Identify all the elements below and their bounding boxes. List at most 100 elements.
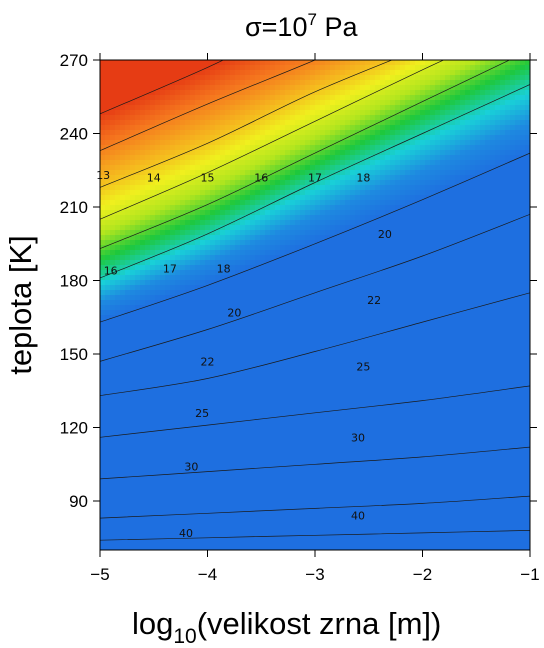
heatmap-cell <box>240 390 246 396</box>
heatmap-cell <box>175 65 181 71</box>
heatmap-cell <box>165 520 171 526</box>
heatmap-cell <box>290 400 296 406</box>
heatmap-cell <box>295 415 301 421</box>
heatmap-cell <box>260 80 266 86</box>
heatmap-cell <box>185 540 191 546</box>
heatmap-cell <box>305 300 311 306</box>
heatmap-cell <box>315 365 321 371</box>
heatmap-cell <box>260 530 266 536</box>
heatmap-cell <box>275 255 281 261</box>
heatmap-cell <box>270 105 276 111</box>
heatmap-cell <box>295 505 301 511</box>
heatmap-cell <box>140 130 146 136</box>
heatmap-cell <box>345 445 351 451</box>
heatmap-cell <box>180 515 186 521</box>
heatmap-cell <box>285 545 291 550</box>
heatmap-cell <box>100 75 106 81</box>
heatmap-cell <box>175 200 181 206</box>
heatmap-cell <box>105 460 111 466</box>
heatmap-cell <box>275 455 281 461</box>
heatmap-cell <box>250 435 256 441</box>
heatmap-cell <box>185 465 191 471</box>
heatmap-cell <box>265 185 271 191</box>
heatmap-cell <box>115 95 121 101</box>
heatmap-cell <box>125 440 131 446</box>
heatmap-cell <box>135 320 141 326</box>
heatmap-cell <box>290 345 296 351</box>
heatmap-cell <box>215 490 221 496</box>
heatmap-cell <box>320 290 326 296</box>
heatmap-cell <box>210 495 216 501</box>
heatmap-cell <box>320 200 326 206</box>
heatmap-cell <box>240 290 246 296</box>
heatmap-cell <box>295 170 301 176</box>
heatmap-cell <box>180 400 186 406</box>
heatmap-cell <box>130 310 136 316</box>
heatmap-cell <box>220 350 226 356</box>
heatmap-cell <box>250 175 256 181</box>
heatmap-cell <box>335 270 341 276</box>
heatmap-cell <box>255 125 261 131</box>
heatmap-cell <box>190 325 196 331</box>
heatmap-cell <box>120 475 126 481</box>
heatmap-cell <box>350 270 356 276</box>
heatmap-cell <box>320 400 326 406</box>
heatmap-cell <box>160 355 166 361</box>
heatmap-cell <box>295 230 301 236</box>
heatmap-cell <box>340 380 346 386</box>
heatmap-cell <box>345 425 351 431</box>
heatmap-cell <box>345 185 351 191</box>
heatmap-cell <box>120 140 126 146</box>
heatmap-cell <box>330 425 336 431</box>
heatmap-cell <box>175 280 181 286</box>
heatmap-cell <box>185 170 191 176</box>
heatmap-cell <box>190 190 196 196</box>
heatmap-cell <box>245 215 251 221</box>
heatmap-cell <box>310 280 316 286</box>
heatmap-cell <box>350 350 356 356</box>
heatmap-cell <box>215 495 221 501</box>
heatmap-cell <box>305 495 311 501</box>
heatmap-cell <box>320 385 326 391</box>
heatmap-cell <box>290 355 296 361</box>
heatmap-cell <box>230 310 236 316</box>
heatmap-cell <box>300 540 306 546</box>
heatmap-cell <box>270 335 276 341</box>
heatmap-cell <box>205 225 211 231</box>
heatmap-cell <box>155 270 161 276</box>
heatmap-cell <box>175 215 181 221</box>
heatmap-cell <box>140 320 146 326</box>
heatmap-cell <box>150 510 156 516</box>
heatmap-cell <box>185 485 191 491</box>
heatmap-cell <box>275 370 281 376</box>
heatmap-cell <box>185 310 191 316</box>
heatmap-cell <box>130 330 136 336</box>
heatmap-cell <box>140 400 146 406</box>
heatmap-cell <box>100 305 106 311</box>
heatmap-cell <box>255 540 261 546</box>
heatmap-cell <box>305 435 311 441</box>
heatmap-cell <box>180 535 186 541</box>
heatmap-cell <box>140 510 146 516</box>
heatmap-cell <box>165 485 171 491</box>
heatmap-cell <box>170 445 176 451</box>
heatmap-cell <box>125 475 131 481</box>
heatmap-cell <box>300 185 306 191</box>
heatmap-cell <box>345 515 351 521</box>
heatmap-cell <box>125 170 131 176</box>
heatmap-cell <box>130 480 136 486</box>
heatmap-cell <box>170 370 176 376</box>
heatmap-cell <box>260 235 266 241</box>
heatmap-cell <box>345 230 351 236</box>
heatmap-cell <box>135 270 141 276</box>
heatmap-cell <box>270 440 276 446</box>
heatmap-cell <box>340 285 346 291</box>
heatmap-cell <box>340 490 346 496</box>
heatmap-cell <box>240 285 246 291</box>
heatmap-cell <box>175 250 181 256</box>
heatmap-cell <box>320 95 326 101</box>
heatmap-cell <box>305 400 311 406</box>
heatmap-cell <box>225 535 231 541</box>
heatmap-cell <box>280 70 286 76</box>
heatmap-cell <box>130 290 136 296</box>
